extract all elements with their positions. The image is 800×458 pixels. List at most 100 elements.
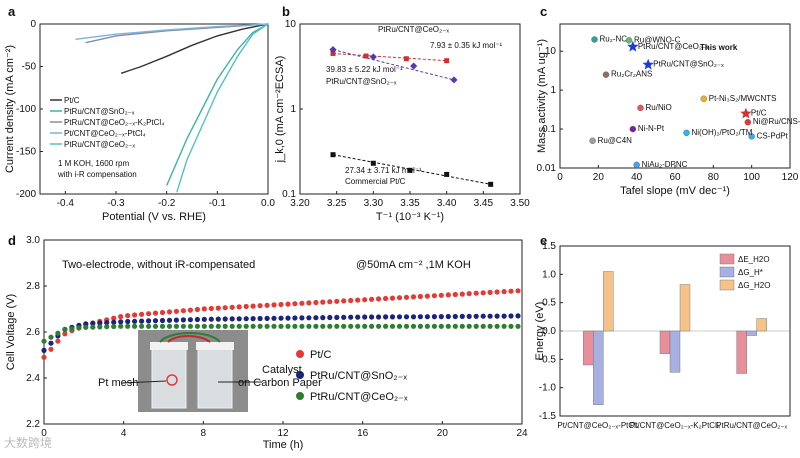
y-tick-label: 1: [550, 85, 556, 96]
data-point: [201, 316, 207, 322]
data-point: [41, 338, 47, 344]
data-point: [459, 323, 465, 329]
data-point: [445, 323, 451, 329]
data-point: [389, 314, 396, 320]
data-point: [363, 53, 369, 59]
data-point: [243, 323, 249, 329]
point-label: Ru@WNO-C: [634, 35, 681, 44]
data-point: [236, 316, 242, 322]
point-label: Ru₂Cr₂ANS: [611, 70, 652, 79]
x-tick-label: 0: [557, 172, 563, 183]
data-point: [132, 312, 138, 318]
data-point: [508, 313, 514, 319]
data-point: [320, 299, 326, 305]
data-point: [264, 323, 270, 329]
data-point: [215, 323, 221, 329]
y-tick-label: 1.0: [542, 269, 556, 280]
x-tick-label: 24: [516, 428, 528, 439]
data-point: [501, 313, 507, 319]
wire: [159, 332, 221, 343]
data-point: [41, 354, 47, 360]
point-label: Pt-Ni₃S₂/MWCNTS: [709, 94, 777, 103]
y-tick-label: -150: [16, 147, 36, 158]
x-tick-label: Pt/CNT@CeO₂₋ₓ-K₂PtCl₄: [630, 421, 720, 430]
data-point: [152, 323, 159, 329]
data-point: [700, 95, 707, 102]
point-label: Ru/NiO: [646, 103, 672, 112]
data-point: [139, 311, 145, 317]
panel-label-e: e: [540, 233, 547, 248]
data-point: [48, 340, 54, 346]
data-point: [292, 323, 298, 329]
y-tick-label: 1.5: [542, 241, 556, 252]
data-point: [201, 323, 207, 329]
data-point: [431, 314, 437, 320]
data-point: [327, 323, 333, 329]
legend-marker: [296, 350, 304, 358]
data-point: [139, 323, 145, 329]
data-point: [146, 311, 152, 317]
beaker-left: [151, 347, 187, 409]
x-axis-label: Tafel slope (mV dec⁻¹): [620, 185, 730, 197]
data-point: [424, 323, 430, 329]
data-point: [473, 290, 479, 296]
data-point: [362, 297, 368, 303]
x-tick-label: -0.2: [158, 198, 176, 209]
data-point: [299, 300, 305, 306]
data-point: [403, 323, 410, 329]
data-point: [629, 125, 637, 133]
x-tick-label: 0.0: [261, 198, 275, 209]
data-point: [466, 291, 472, 297]
data-point: [159, 317, 166, 324]
data-point: [83, 324, 89, 330]
x-tick-label: 3.45: [474, 198, 494, 209]
data-point: [494, 289, 500, 295]
electrode-marker: [166, 374, 178, 386]
data-point: [591, 36, 598, 43]
data-point: [515, 313, 521, 319]
data-point: [55, 338, 61, 344]
data-point: [369, 323, 375, 329]
data-point: [488, 181, 494, 187]
data-point: [194, 316, 200, 323]
point-label: Ni-N-Pt: [638, 124, 665, 133]
y-tick-label: -100: [16, 104, 36, 115]
y-axis-label: j_k,0 (mA cm⁻²ECSA): [274, 56, 286, 164]
data-point: [480, 323, 486, 329]
data-star: [642, 58, 654, 70]
y-axis-label: Current density (mA cm⁻²): [4, 45, 16, 173]
y-tick-label: 10: [545, 46, 557, 57]
panel-label-c: c: [540, 4, 547, 19]
y-tick-label: -50: [22, 62, 37, 73]
point-label: Pt/C: [751, 109, 767, 118]
data-point: [111, 315, 117, 321]
data-point: [403, 56, 409, 62]
data-point: [327, 299, 333, 305]
data-point: [187, 317, 193, 323]
data-point: [369, 314, 375, 320]
data-point: [278, 301, 284, 308]
data-point: [431, 323, 437, 329]
data-point: [459, 313, 465, 319]
data-point: [633, 161, 640, 169]
x-tick-label: 3.30: [364, 198, 384, 209]
legend-entry: ΔG_H*: [738, 268, 763, 277]
point-label: NiAu₂-DPNC: [642, 160, 688, 169]
data-point: [473, 323, 479, 329]
legend-entry: PtRu/CNT@CeO₂₋ₓ: [64, 140, 135, 149]
y-tick-label: 2.4: [26, 373, 40, 384]
data-point: [285, 301, 291, 307]
data-point: [215, 305, 221, 311]
data-point: [236, 323, 242, 329]
data-point: [355, 297, 361, 303]
y-tick-label: 0: [30, 19, 36, 30]
data-point: [55, 330, 61, 336]
x-tick-label: -0.1: [209, 198, 227, 209]
data-point: [97, 324, 103, 330]
data-point: [341, 323, 347, 329]
series-line: [85, 23, 269, 44]
legend-entry: PtRu/CNT@CeO₂₋ₓ: [310, 391, 408, 403]
pointer-line: [121, 380, 167, 384]
data-point: [444, 171, 450, 177]
data-point: [132, 318, 138, 324]
